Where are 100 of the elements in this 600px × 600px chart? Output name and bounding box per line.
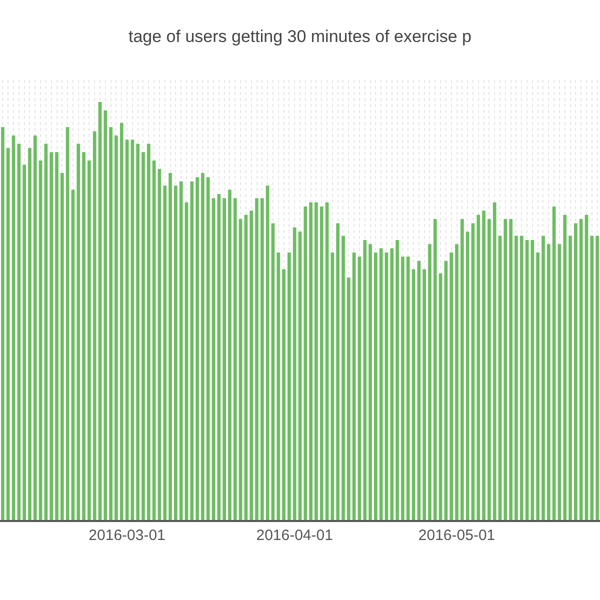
bar <box>142 152 145 520</box>
bar <box>190 181 194 520</box>
bar <box>168 173 172 520</box>
bar <box>563 214 567 520</box>
bar <box>596 236 599 520</box>
bar <box>282 269 286 520</box>
bar <box>504 219 508 520</box>
bar <box>104 110 108 520</box>
bar <box>579 219 583 520</box>
bar <box>196 177 199 520</box>
bar <box>455 244 458 520</box>
bar <box>88 160 91 520</box>
bar <box>530 240 534 520</box>
bar <box>384 252 388 520</box>
bar <box>330 252 334 520</box>
bar <box>130 140 134 520</box>
bar <box>212 198 216 520</box>
bar <box>266 186 270 520</box>
bar <box>244 214 248 520</box>
bar <box>292 227 296 520</box>
bar <box>179 181 183 520</box>
bar <box>346 278 350 520</box>
bar <box>417 260 421 520</box>
bar <box>374 252 378 520</box>
bar <box>152 160 156 520</box>
bar <box>546 244 550 520</box>
bar <box>492 202 496 520</box>
bar <box>476 214 480 520</box>
bar <box>17 144 21 520</box>
bar <box>466 232 470 520</box>
bar <box>125 140 129 520</box>
bar <box>574 223 578 520</box>
bar <box>1 127 4 520</box>
bar <box>163 186 167 520</box>
bar <box>406 256 410 520</box>
bar <box>250 210 254 520</box>
bar <box>22 164 26 520</box>
bar <box>390 248 394 520</box>
bar <box>82 152 86 520</box>
bar <box>552 206 556 520</box>
bar <box>228 190 232 520</box>
bar <box>428 244 432 520</box>
bar <box>482 210 486 520</box>
bar <box>536 252 540 520</box>
bar <box>55 152 58 520</box>
bar <box>76 144 80 520</box>
bar <box>320 206 324 520</box>
bar <box>271 223 275 520</box>
bar <box>401 256 404 520</box>
bar <box>146 144 150 520</box>
bar <box>201 173 204 520</box>
bar <box>255 198 258 520</box>
bar <box>66 127 70 520</box>
bar <box>288 252 291 520</box>
x-tick-label: 2016-05-01 <box>418 527 496 544</box>
bar <box>120 122 124 520</box>
bar <box>450 252 454 520</box>
bar <box>363 240 367 520</box>
bar <box>509 219 512 520</box>
bar <box>276 252 280 520</box>
x-tick-label: 2016-04-01 <box>256 527 333 544</box>
bar <box>50 152 54 520</box>
bar <box>12 135 16 520</box>
bar <box>352 252 356 520</box>
bar <box>33 135 37 520</box>
bar <box>217 194 221 520</box>
bar <box>260 198 264 520</box>
bar <box>336 223 340 520</box>
bar <box>60 173 64 520</box>
bar <box>174 186 178 520</box>
bar <box>488 219 491 520</box>
bar <box>412 269 416 520</box>
chart-title: tage of users getting 30 minutes of exercise p <box>128 26 472 46</box>
bar <box>396 240 399 520</box>
bar <box>309 202 312 520</box>
bar <box>542 236 545 520</box>
bar <box>92 131 96 520</box>
bar <box>28 148 32 520</box>
bar <box>525 240 529 520</box>
bar <box>422 269 426 520</box>
bar <box>44 144 48 520</box>
bar <box>590 236 594 520</box>
bar <box>342 236 345 520</box>
bar <box>584 214 588 520</box>
bar <box>206 177 210 520</box>
bar <box>514 236 518 520</box>
bar <box>304 206 308 520</box>
bar <box>520 236 524 520</box>
bar <box>114 135 118 520</box>
bar <box>6 148 10 520</box>
x-tick-label: 2016-03-01 <box>88 527 166 544</box>
bar <box>368 244 372 520</box>
bar <box>433 219 437 520</box>
bar <box>568 236 572 520</box>
bar <box>460 219 464 520</box>
bar <box>136 144 140 520</box>
bar <box>471 223 475 520</box>
bar <box>109 127 112 520</box>
bar <box>379 248 383 520</box>
bar <box>314 202 318 520</box>
